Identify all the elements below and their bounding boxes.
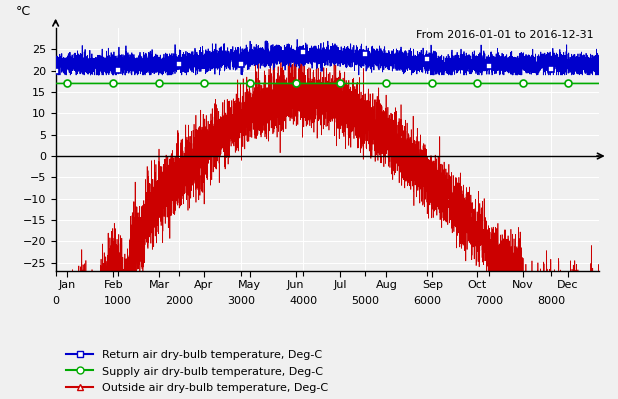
Y-axis label: °C: °C [15,5,30,18]
Text: From 2016-01-01 to 2016-12-31: From 2016-01-01 to 2016-12-31 [417,30,594,40]
Legend: Return air dry-bulb temperature, Deg-C, Supply air dry-bulb temperature, Deg-C, : Return air dry-bulb temperature, Deg-C, … [61,345,333,397]
